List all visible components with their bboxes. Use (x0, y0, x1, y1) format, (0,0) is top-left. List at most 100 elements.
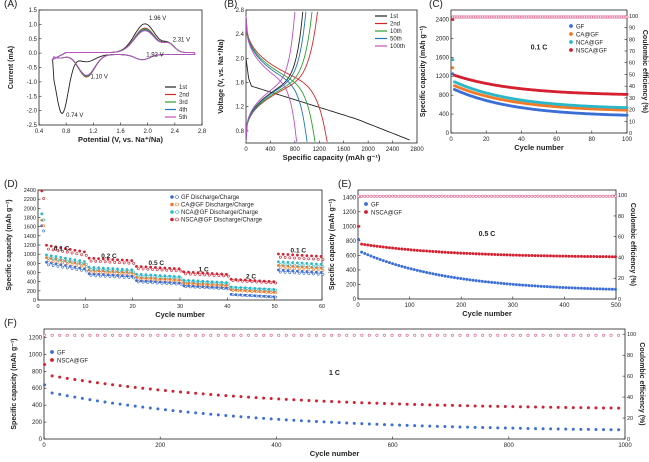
charge-point-NCA@GF Discharge/Charge (65, 259, 69, 263)
capacity-point-NSCA@GF (126, 385, 130, 389)
coulombic-efficiency-point (405, 333, 409, 337)
y2-tick-label: 60 (618, 235, 624, 241)
capacity-point-GF (299, 419, 303, 423)
charge-point-NCA@GF Discharge/Charge (151, 275, 154, 279)
coulombic-efficiency-point (299, 333, 303, 337)
capacity-point-GF (194, 411, 198, 415)
coulombic-efficiency-point (186, 333, 190, 337)
x-tick-label: 2400 (386, 147, 400, 153)
coulombic-efficiency-point (573, 194, 577, 198)
coulombic-efficiency-point (381, 194, 385, 198)
discharge-point-GF Discharge/Charge (319, 271, 323, 274)
coulombic-efficiency-point (598, 194, 602, 198)
capacity-point-GF (375, 256, 379, 260)
charge-point-GF Discharge/Charge (155, 281, 159, 285)
capacity-point-GF (459, 277, 463, 281)
rate-label: 0.5 C (149, 260, 165, 267)
discharge-point-CA@GF Discharge/Charge (153, 277, 157, 280)
legend-label: 3rd (179, 100, 188, 106)
capacity-point-NSCA@GF (594, 406, 598, 410)
x-tick-label: 300 (508, 303, 519, 309)
charge-point-CA@GF Discharge/Charge (160, 278, 164, 282)
capacity-point-NSCA@GF (503, 405, 507, 409)
coulombic-efficiency-point (422, 194, 426, 198)
discharge-point-GF Discharge/Charge (45, 260, 48, 264)
legend-label: 1st (179, 85, 187, 91)
capacity-point-NSCA@GF (462, 251, 466, 255)
charge-point-NSCA@GF Discharge/Charge (47, 247, 50, 251)
capacity-point-GF (337, 421, 341, 425)
capacity-point-NSCA@GF (43, 363, 47, 367)
capacity-point-GF (398, 423, 402, 427)
capacity-point-GF (514, 283, 518, 287)
legend-marker (175, 202, 179, 207)
legend-marker (50, 358, 54, 362)
coulombic-efficiency-point (262, 333, 266, 337)
charge-point-GF Discharge/Charge (184, 285, 188, 289)
discharge-point-NCA@GF Discharge/Charge (196, 279, 200, 283)
charge-point-NSCA@GF Discharge/Charge (288, 256, 292, 260)
coulombic-efficiency-point (462, 194, 466, 198)
y2-tick-label: 0 (618, 297, 621, 303)
x-tick-label: 0 (356, 303, 360, 309)
capacity-point-GF (579, 427, 583, 431)
legend-label: 50th (390, 37, 402, 43)
legend-marker (170, 202, 174, 207)
capacity-point-GF (434, 272, 438, 276)
coulombic-efficiency-point (488, 333, 492, 337)
x-tick-label: 1.2 (89, 129, 98, 135)
charge-point-GF Discharge/Charge (122, 275, 126, 279)
capacity-point-GF (428, 271, 432, 275)
coulombic-efficiency-point (602, 333, 606, 337)
capacity-point-GF (589, 287, 593, 291)
discharge-point-CA@GF Discharge/Charge (187, 281, 190, 285)
coulombic-efficiency-point (594, 333, 598, 337)
discharge-point-NCA@GF Discharge/Charge (286, 260, 290, 264)
capacity-point-GF (133, 404, 137, 408)
charge-point-GF Discharge/Charge (302, 272, 306, 275)
capacity-point-GF (468, 278, 472, 282)
charge-point-GF Discharge/Charge (255, 294, 259, 298)
discharge-point-NCA@GF Discharge/Charge (106, 266, 110, 270)
legend-marker (569, 48, 573, 52)
charge-point-NCA@GF Discharge/Charge (293, 263, 296, 267)
discharge-point-NSCA@GF Discharge/Charge (87, 256, 91, 260)
capacity-point-GF (73, 395, 77, 399)
y-axis-title: Specific capacity (mAh g⁻¹) (11, 338, 18, 429)
capacity-point-GF (422, 270, 426, 274)
x-axis-title: Cycle number (155, 310, 205, 319)
discharge-point-NCA@GF Discharge/Charge (182, 278, 186, 282)
coulombic-efficiency-point (437, 194, 441, 198)
x-tick-label: 800 (290, 147, 301, 153)
capacity-point-NSCA@GF (73, 378, 77, 382)
charge-point-GF Discharge/Charge (288, 271, 292, 275)
charge-point-NCA@GF Discharge/Charge (260, 288, 263, 291)
charge-point-CA@GF Discharge/Charge (108, 271, 112, 275)
charge-point-GF Discharge/Charge (113, 275, 117, 279)
legend-marker (569, 40, 573, 44)
capacity-point-NSCA@GF (418, 249, 422, 253)
capacity-point-NSCA@GF (375, 244, 379, 248)
panel-label: (D) (4, 179, 18, 190)
discharge-point-NSCA@GF Discharge/Charge (295, 253, 299, 257)
capacity-point-NSCA@GF (409, 248, 413, 252)
coulombic-efficiency-point (449, 194, 453, 198)
x-tick-label: 60 (319, 304, 325, 310)
charge-point-NCA@GF Discharge/Charge (226, 282, 230, 286)
capacity-point-NSCA@GF (369, 243, 373, 247)
capacity-point-GF (607, 287, 611, 291)
coulombic-efficiency-point (322, 333, 326, 337)
coulombic-efficiency-point (171, 333, 175, 337)
discharge-point-NSCA@GF Discharge/Charge (73, 248, 77, 252)
coulombic-efficiency-point (459, 194, 463, 198)
coulombic-efficiency-point (179, 333, 183, 337)
discharge-point-NCA@GF Discharge/Charge (92, 266, 96, 269)
coulombic-efficiency-point (545, 194, 549, 198)
y-tick-label: 800 (32, 369, 43, 375)
charge-curve-10th (245, 11, 313, 142)
plot-frame (38, 9, 203, 126)
charge-point-CA@GF Discharge/Charge (51, 259, 55, 263)
discharge-point-CA@GF Discharge/Charge (172, 278, 176, 281)
capacity-point-GF (254, 416, 258, 420)
charge-point-CA@GF Discharge/Charge (264, 290, 268, 294)
